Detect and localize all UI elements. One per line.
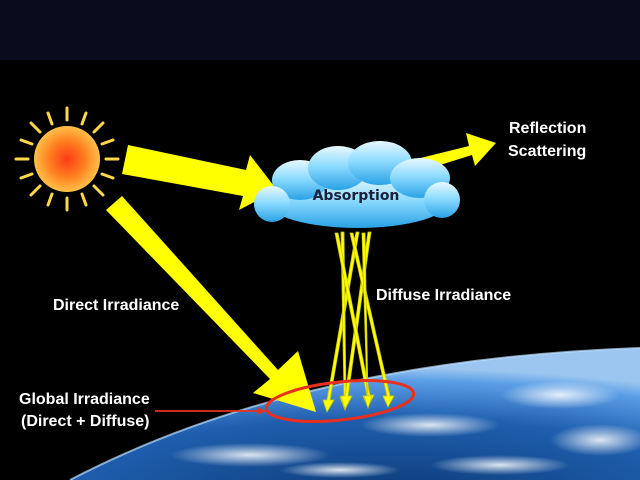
reflection-label: Reflection bbox=[509, 120, 587, 137]
diffuse-irradiance-label: Diffuse Irradiance bbox=[376, 287, 512, 304]
global-irradiance-highlight bbox=[264, 379, 416, 423]
global-irradiance-sublabel: (Direct + Diffuse) bbox=[21, 413, 150, 430]
arrow-direct-irradiance bbox=[106, 196, 316, 412]
global-irradiance-pointer bbox=[155, 407, 266, 415]
global-irradiance-label: Global Irradiance bbox=[19, 391, 150, 408]
arrow-sun-to-cloud bbox=[122, 145, 277, 210]
scattering-label: Scattering bbox=[508, 143, 587, 160]
absorption-label: Absorption bbox=[312, 188, 400, 204]
direct-irradiance-label: Direct Irradiance bbox=[53, 297, 180, 314]
cloud-icon bbox=[254, 141, 460, 228]
sun-icon bbox=[14, 106, 120, 212]
earth-image bbox=[69, 347, 640, 480]
diffuse-irradiance-arrows bbox=[322, 231, 395, 413]
top-band bbox=[0, 0, 640, 60]
